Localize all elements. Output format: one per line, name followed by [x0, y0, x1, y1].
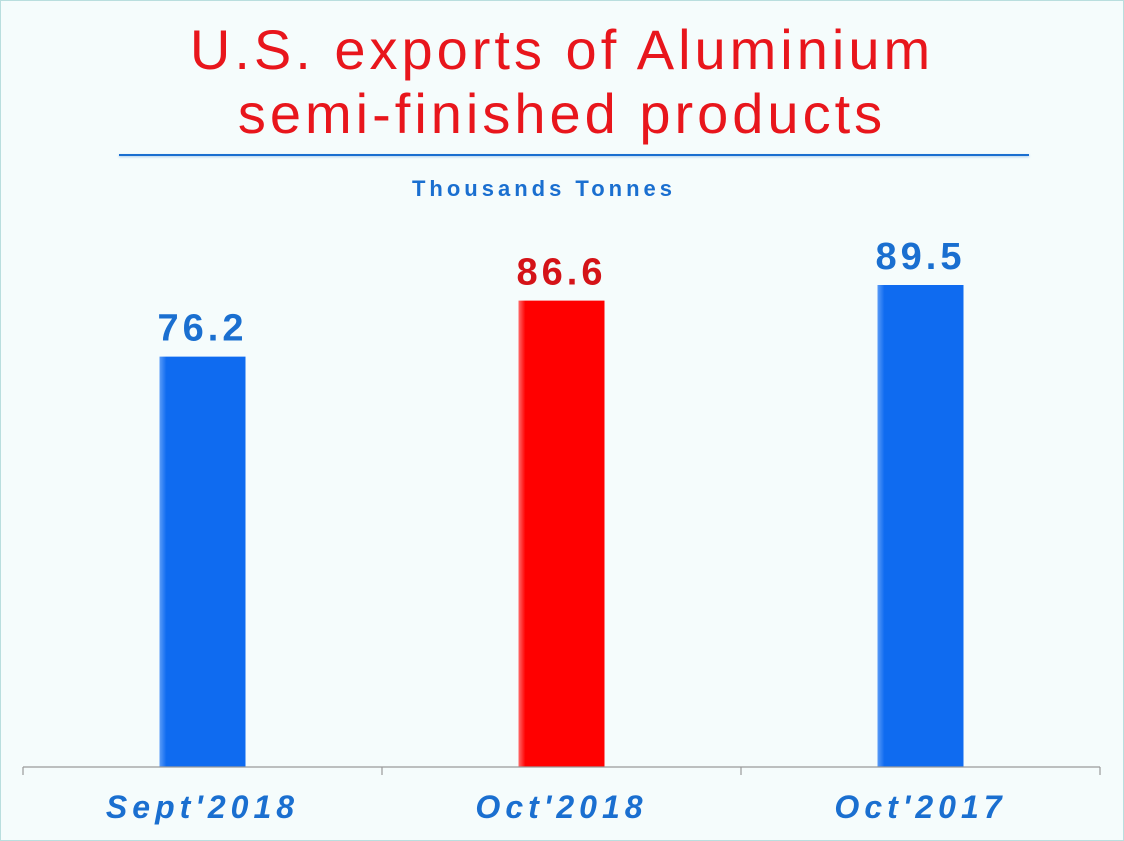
value-label-1: 76.2 [158, 308, 248, 350]
chart-title-line2: semi-finished products [237, 82, 887, 145]
title-underline [119, 154, 1029, 156]
category-label-3: Oct'2017 [834, 789, 1006, 825]
chart-title-line1: U.S. exports of Aluminium [189, 18, 935, 81]
value-label-3: 89.5 [876, 236, 966, 278]
value-label-2: 86.6 [517, 252, 607, 294]
category-label-2: Oct'2018 [475, 789, 647, 825]
bar-1 [159, 356, 246, 767]
category-label-1: Sept'2018 [106, 789, 299, 825]
bars-layer [159, 285, 964, 767]
chart-subtitle: Thousands Tonnes [411, 176, 677, 201]
labels-layer: 76.2 Sept'2018 86.6 Oct'2018 89.5 Oct'2017 [106, 236, 1006, 825]
bar-3 [877, 285, 964, 767]
bar-2 [518, 300, 605, 767]
x-axis [22, 766, 1101, 775]
chart-title: U.S. exports of Aluminium semi-finished … [0, 18, 1124, 146]
